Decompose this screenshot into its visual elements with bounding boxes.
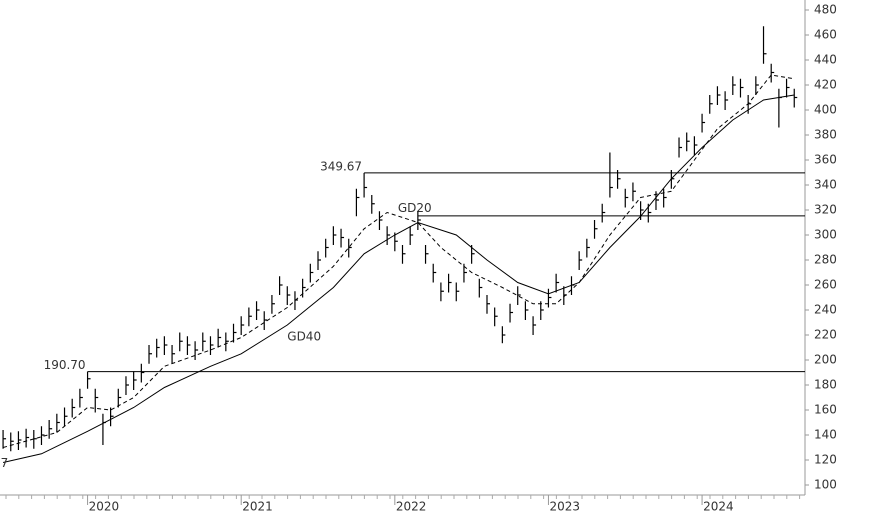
y-tick-label: 280 bbox=[814, 253, 837, 267]
y-tick-label: 400 bbox=[814, 103, 837, 117]
y-tick-label: 460 bbox=[814, 28, 837, 42]
y-tick-label: 300 bbox=[814, 228, 837, 242]
y-tick-label: 480 bbox=[814, 3, 837, 17]
y-tick-label: 180 bbox=[814, 378, 837, 392]
low-label: 127 bbox=[0, 456, 8, 470]
level-label: 190.70 bbox=[44, 358, 86, 372]
x-tick-label: 2024 bbox=[703, 500, 734, 514]
series-label: GD20 bbox=[398, 201, 432, 215]
y-tick-label: 440 bbox=[814, 53, 837, 67]
x-tick-label: 2021 bbox=[242, 500, 273, 514]
y-tick-label: 340 bbox=[814, 178, 837, 192]
moving-average-line bbox=[2, 94, 795, 463]
x-tick-label: 2023 bbox=[549, 500, 580, 514]
y-tick-label: 220 bbox=[814, 328, 837, 342]
y-tick-label: 120 bbox=[814, 453, 837, 467]
y-tick-label: 140 bbox=[814, 428, 837, 442]
y-tick-label: 320 bbox=[814, 203, 837, 217]
y-tick-label: 360 bbox=[814, 153, 837, 167]
series-label: GD40 bbox=[287, 330, 321, 344]
x-tick-label: 2020 bbox=[89, 500, 120, 514]
moving-average-line bbox=[2, 74, 795, 448]
x-tick-label: 2022 bbox=[396, 500, 427, 514]
y-tick-label: 240 bbox=[814, 303, 837, 317]
y-tick-label: 160 bbox=[814, 403, 837, 417]
level-label: 349.67 bbox=[320, 159, 362, 173]
y-tick-label: 100 bbox=[814, 478, 837, 492]
y-tick-label: 380 bbox=[814, 128, 837, 142]
y-tick-label: 260 bbox=[814, 278, 837, 292]
y-tick-label: 420 bbox=[814, 78, 837, 92]
y-tick-label: 200 bbox=[814, 353, 837, 367]
